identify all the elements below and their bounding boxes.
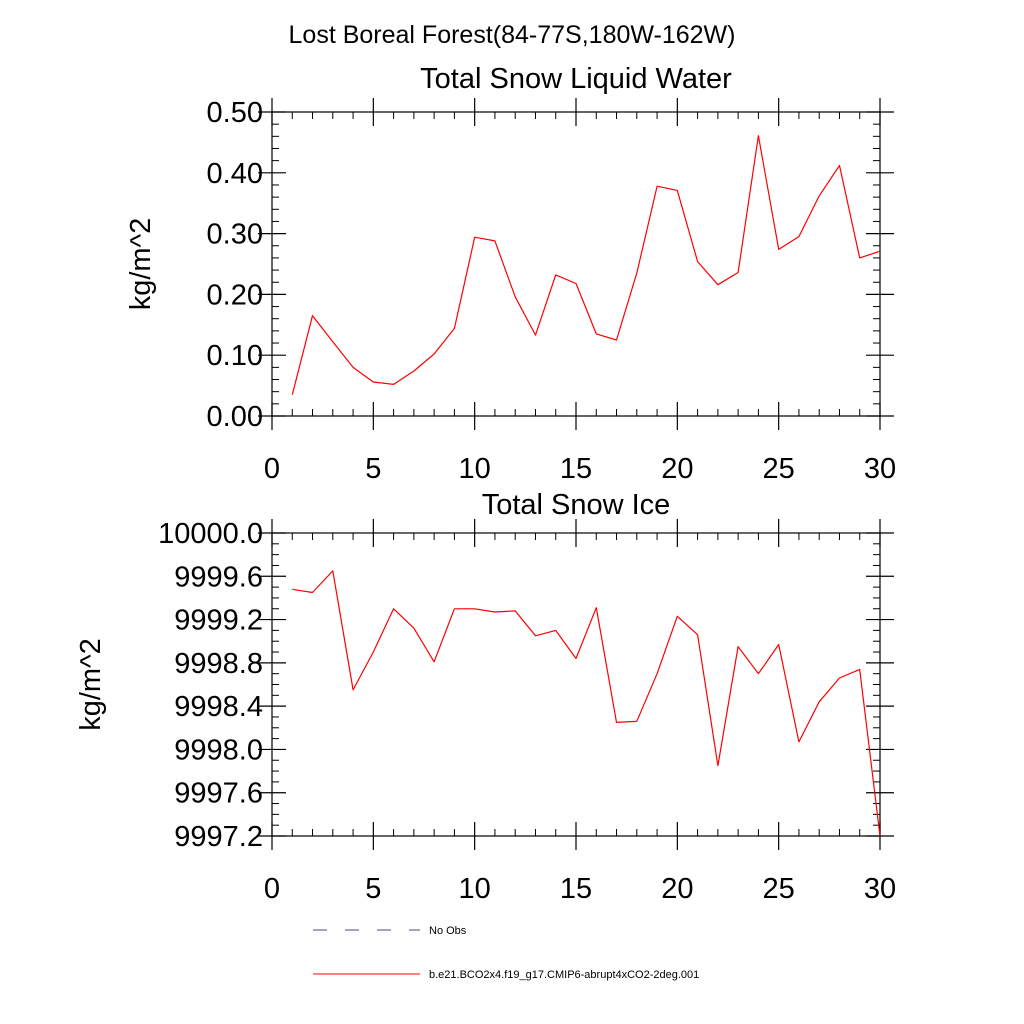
x-tick-label: 10	[459, 453, 491, 485]
y-tick-label: 9998.4	[174, 691, 263, 723]
x-tick-label: 20	[661, 873, 693, 905]
panel-snow-ice: Total Snow Ice kg/m^2 0 5 10 15 20 25 30 9997.2 99…	[75, 489, 896, 905]
y-tick-label: 9999.2	[174, 605, 263, 637]
chart-title: Total Snow Liquid Water	[420, 63, 732, 95]
x-tick-label: 0	[264, 873, 280, 905]
x-tick-label: 15	[560, 873, 592, 905]
y-tick-label: 0.50	[207, 97, 263, 129]
chart-title: Total Snow Ice	[482, 489, 671, 521]
y-tick-label: 9999.6	[174, 561, 263, 593]
x-tick-label: 30	[864, 453, 896, 485]
x-tick-label: 25	[763, 453, 795, 485]
legend-label-model: b.e21.BCO2x4.f19_g17.CMIP6-abrupt4xCO2-2…	[429, 969, 699, 981]
series-line	[292, 570, 881, 837]
legend: No Obs b.e21.BCO2x4.f19_g17.CMIP6-abrupt…	[313, 925, 699, 981]
y-tick-label: 9997.2	[174, 821, 263, 853]
y-tick-label: 0.10	[207, 340, 263, 372]
y-tick-label: 0.40	[207, 158, 263, 190]
y-tick-label: 0.00	[207, 401, 263, 433]
y-tick-label: 9998.0	[174, 734, 263, 766]
x-tick-label: 30	[864, 873, 896, 905]
y-tick-label: 10000.0	[158, 518, 263, 550]
x-tick-label: 15	[560, 453, 592, 485]
x-tick-label: 25	[763, 873, 795, 905]
x-tick-label: 5	[365, 873, 381, 905]
figure-suptitle: Lost Boreal Forest(84-77S,180W-162W)	[289, 21, 736, 49]
x-tick-label: 20	[661, 453, 693, 485]
x-tick-label: 0	[264, 453, 280, 485]
y-axis-label: kg/m^2	[125, 218, 157, 311]
y-axis-label: kg/m^2	[75, 638, 107, 731]
legend-label-no-obs: No Obs	[429, 925, 467, 937]
x-tick-label: 5	[365, 453, 381, 485]
y-tick-label: 0.30	[207, 219, 263, 251]
plot-frame	[271, 111, 881, 417]
plot-frame	[271, 532, 881, 837]
panel-snow-liquid-water: Total Snow Liquid Water kg/m^2 0 5 10 15 20 25 3…	[125, 63, 896, 485]
y-tick-label: 9997.6	[174, 778, 263, 810]
series-line	[291, 135, 881, 395]
y-tick-label: 9998.8	[174, 648, 263, 680]
y-tick-label: 0.20	[207, 279, 263, 311]
x-tick-label: 10	[459, 873, 491, 905]
